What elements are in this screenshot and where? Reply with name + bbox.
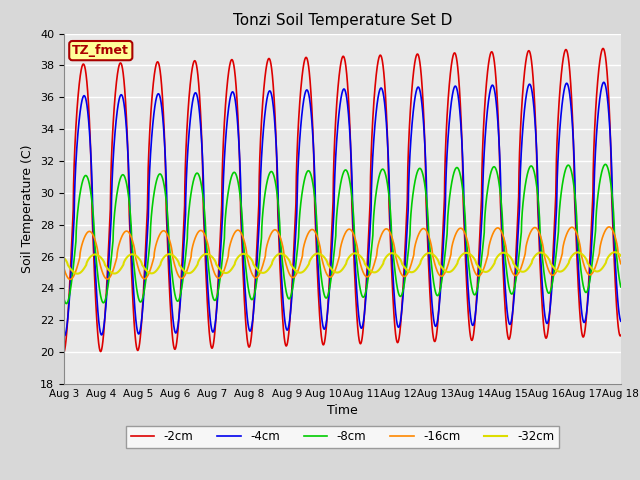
- -32cm: [476, 265, 483, 271]
- -2cm: [476, 240, 483, 246]
- -32cm: [60, 255, 68, 261]
- -32cm: [518, 269, 525, 275]
- -16cm: [67, 276, 74, 282]
- -8cm: [476, 273, 483, 278]
- X-axis label: Time: Time: [327, 405, 358, 418]
- -8cm: [617, 284, 625, 290]
- -8cm: [273, 189, 281, 195]
- -32cm: [273, 252, 281, 258]
- -4cm: [394, 324, 402, 330]
- -4cm: [476, 257, 483, 263]
- -2cm: [394, 339, 402, 345]
- -16cm: [60, 265, 68, 271]
- Line: -32cm: -32cm: [64, 252, 621, 274]
- -8cm: [60, 296, 68, 302]
- -32cm: [611, 249, 619, 255]
- Line: -2cm: -2cm: [64, 48, 621, 352]
- Line: -4cm: -4cm: [64, 82, 621, 336]
- Line: -16cm: -16cm: [64, 227, 621, 279]
- -16cm: [605, 224, 613, 230]
- -8cm: [518, 215, 525, 220]
- -16cm: [394, 263, 402, 268]
- -2cm: [599, 46, 607, 51]
- -16cm: [617, 261, 625, 266]
- -4cm: [518, 139, 525, 144]
- -2cm: [422, 200, 430, 205]
- -4cm: [161, 153, 169, 159]
- -32cm: [74, 271, 81, 276]
- -32cm: [617, 252, 625, 258]
- -16cm: [161, 228, 169, 234]
- -4cm: [617, 318, 625, 324]
- -32cm: [161, 253, 169, 259]
- -2cm: [518, 103, 525, 109]
- -16cm: [518, 263, 525, 268]
- Title: Tonzi Soil Temperature Set D: Tonzi Soil Temperature Set D: [233, 13, 452, 28]
- -8cm: [161, 190, 169, 195]
- Text: TZ_fmet: TZ_fmet: [72, 44, 129, 57]
- -16cm: [422, 228, 430, 233]
- -4cm: [600, 79, 607, 85]
- -2cm: [161, 154, 169, 159]
- -2cm: [273, 158, 280, 164]
- Line: -8cm: -8cm: [64, 164, 621, 303]
- -4cm: [61, 333, 68, 339]
- -32cm: [422, 251, 430, 257]
- -2cm: [60, 349, 68, 355]
- -8cm: [63, 300, 70, 306]
- -16cm: [273, 228, 281, 234]
- -2cm: [617, 333, 625, 338]
- -8cm: [422, 193, 430, 199]
- Y-axis label: Soil Temperature (C): Soil Temperature (C): [22, 144, 35, 273]
- -8cm: [602, 161, 609, 167]
- -16cm: [476, 273, 483, 278]
- -32cm: [394, 253, 402, 259]
- Legend: -2cm, -4cm, -8cm, -16cm, -32cm: -2cm, -4cm, -8cm, -16cm, -32cm: [126, 426, 559, 448]
- -4cm: [273, 156, 281, 161]
- -4cm: [422, 174, 430, 180]
- -8cm: [394, 288, 402, 294]
- -4cm: [60, 333, 68, 338]
